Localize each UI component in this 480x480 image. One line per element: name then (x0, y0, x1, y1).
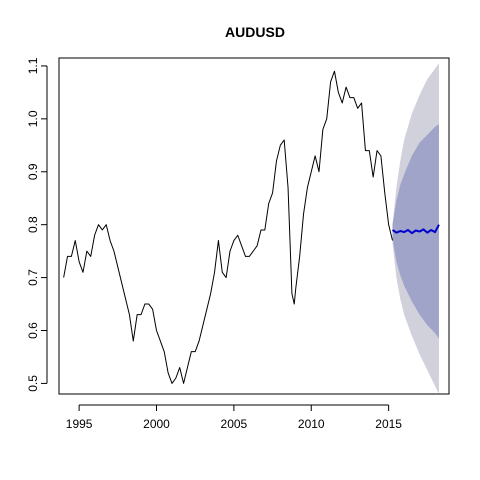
y-tick-label: 0.7 (26, 269, 40, 286)
y-tick-label: 0.5 (26, 375, 40, 392)
y-tick-label: 1.0 (26, 110, 40, 127)
y-tick-label: 0.8 (26, 216, 40, 233)
x-axis: 1995 2000 2005 2010 2015 (66, 404, 402, 431)
y-tick-label: 0.6 (26, 322, 40, 339)
x-tick-label: 2015 (375, 417, 402, 431)
series-line-forecast (391, 224, 440, 235)
y-tick-label: 0.9 (26, 163, 40, 180)
plot-area (63, 63, 440, 394)
x-tick-label: 2005 (221, 417, 248, 431)
chart-title: AUDUSD (225, 24, 285, 40)
x-tick-label: 2010 (298, 417, 325, 431)
plot-frame (58, 57, 450, 395)
y-tick-label: 1.1 (26, 57, 40, 74)
series-line-history (63, 70, 393, 384)
x-tick-label: 2000 (143, 417, 170, 431)
y-axis: 0.5 0.6 0.7 0.8 0.9 1.0 1.1 (26, 57, 48, 392)
x-tick-label: 1995 (66, 417, 93, 431)
